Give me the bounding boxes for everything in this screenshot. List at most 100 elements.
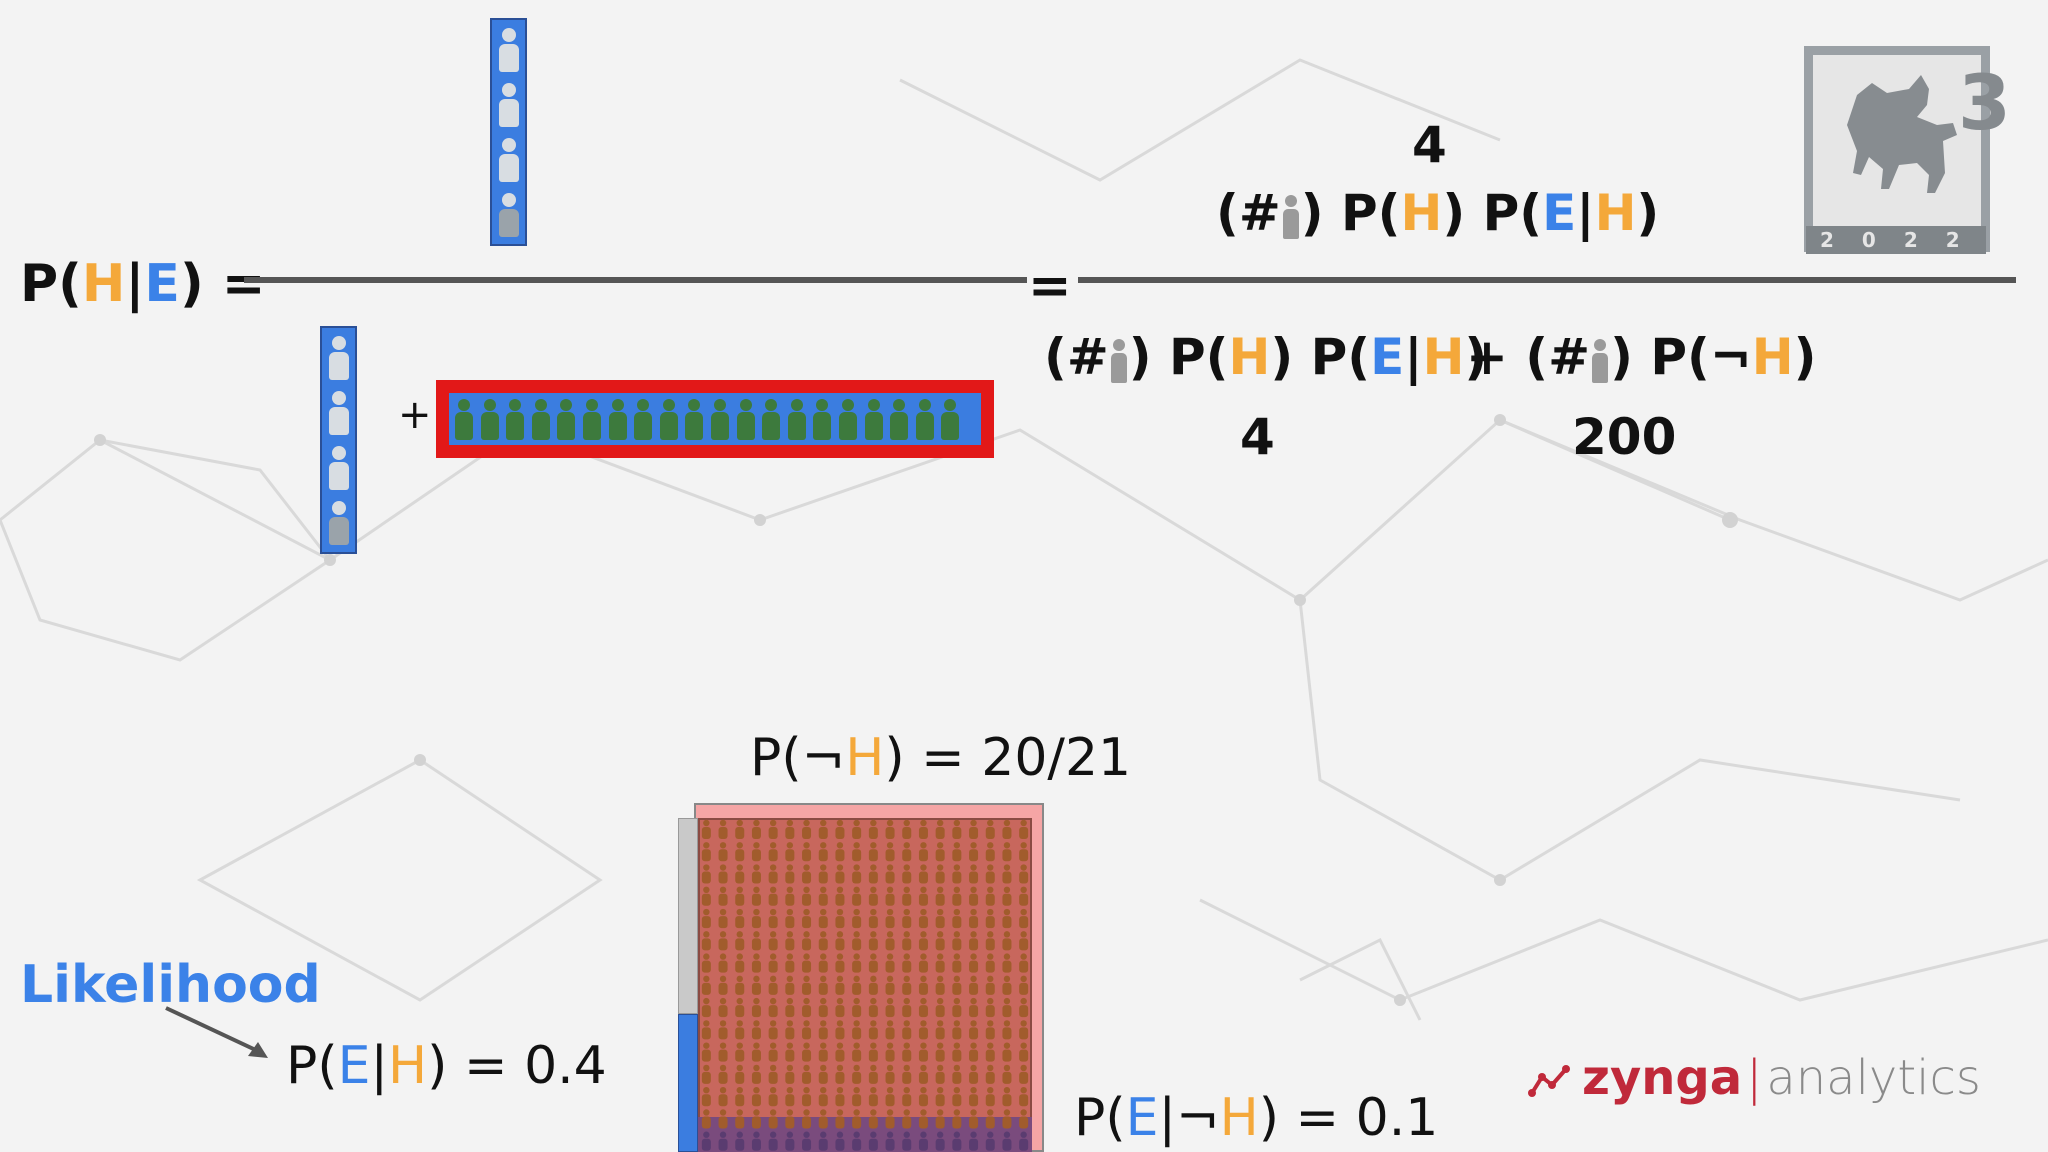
- person-icon: [1002, 1087, 1012, 1107]
- person-icon: [718, 842, 728, 862]
- likn-e: E: [1125, 1088, 1159, 1148]
- person-icon: [885, 1042, 895, 1062]
- person-icon: [718, 886, 728, 906]
- person-icon: [852, 1020, 862, 1040]
- logo-digit: 3: [1958, 58, 2011, 147]
- person-icon: [768, 975, 778, 995]
- den-close-3: ): [1464, 328, 1488, 386]
- likelihood-not-equation: P(E|¬H) = 0.1: [1074, 1088, 1438, 1148]
- person-icon: [718, 864, 728, 884]
- person-icon: [818, 1020, 828, 1040]
- person-icon: [1002, 842, 1012, 862]
- person-icon: [701, 819, 711, 839]
- person-icon: [852, 1131, 862, 1151]
- person-icon: [868, 1131, 878, 1151]
- person-icon: [885, 886, 895, 906]
- person-icon: [480, 399, 499, 440]
- person-icon: [835, 819, 845, 839]
- person-icon: [751, 1064, 761, 1084]
- person-icon: [969, 1109, 979, 1129]
- person-icon: [818, 953, 828, 973]
- person-icon: [868, 1087, 878, 1107]
- likn-h: H: [1219, 1088, 1259, 1148]
- num-e: E: [1542, 184, 1577, 242]
- person-icon: [918, 975, 928, 995]
- person-icon: [818, 842, 828, 862]
- person-icon: [1002, 1131, 1012, 1151]
- person-icon: [985, 1131, 995, 1151]
- person-icon: [583, 399, 601, 440]
- person-icon: [701, 953, 711, 973]
- den-bar: |: [1404, 328, 1423, 386]
- chart-line-icon: [1528, 1065, 1570, 1097]
- person-icon: [785, 1087, 795, 1107]
- person-icon: [718, 1131, 728, 1151]
- person-icon: [785, 1042, 795, 1062]
- person-icon: [952, 1109, 962, 1129]
- person-icon: [985, 842, 995, 862]
- person-icon: [711, 399, 729, 440]
- person-icon: [802, 1020, 812, 1040]
- person-icon: [735, 931, 745, 951]
- person-icon: [918, 819, 928, 839]
- person-icon: [751, 819, 761, 839]
- person-icon: [902, 931, 912, 951]
- denominator-left-count: 4: [1240, 408, 1275, 466]
- person-icon: [935, 1087, 945, 1107]
- person-icon: [852, 931, 862, 951]
- den2-not: ¬: [1709, 328, 1752, 386]
- hypothesis-strip: [678, 818, 698, 1014]
- person-icon: [902, 975, 912, 995]
- person-icon: [718, 1109, 728, 1129]
- person-icon: [1019, 908, 1029, 929]
- person-icon: [735, 1109, 745, 1129]
- person-icon: [985, 1109, 995, 1129]
- fraction-line-right: [1078, 277, 2016, 283]
- person-icon: [802, 886, 812, 906]
- brand-suffix: analytics: [1766, 1050, 1981, 1106]
- plus-sign: +: [398, 392, 432, 438]
- person-icon: [952, 908, 962, 929]
- person-icon: [969, 908, 979, 929]
- person-icon: [785, 1020, 795, 1040]
- person-icon: [835, 1131, 845, 1151]
- person-icon: [969, 1042, 979, 1062]
- person-icon: [902, 1131, 912, 1151]
- numerator-count: 4: [1412, 116, 1447, 174]
- person-icon: [751, 953, 761, 973]
- person-icon: [785, 842, 795, 862]
- person-icon: [868, 953, 878, 973]
- den2-h: H: [1751, 328, 1794, 386]
- person-icon: [935, 842, 945, 862]
- num-p-open: P(: [1341, 184, 1401, 242]
- person-icon: [835, 975, 845, 995]
- person-icon: [735, 975, 745, 995]
- person-icon: [935, 886, 945, 906]
- person-icon: [735, 1131, 745, 1151]
- person-icon: [952, 1020, 962, 1040]
- person-icon: [918, 953, 928, 973]
- person-icon: [751, 864, 761, 884]
- green-person-row: [449, 393, 981, 445]
- person-icon: [802, 842, 812, 862]
- person-icon: [685, 399, 704, 440]
- num-open: (#: [1216, 184, 1281, 242]
- person-icon: [935, 975, 945, 995]
- person-icon: [969, 1064, 979, 1084]
- person-icon: [952, 931, 962, 951]
- person-icon: [1002, 931, 1012, 951]
- person-icon: [818, 975, 828, 995]
- lhs-e: E: [144, 254, 180, 314]
- person-icon: [701, 886, 711, 906]
- person-icon: [915, 399, 934, 440]
- person-icon: [785, 1064, 795, 1084]
- person-icon: [718, 975, 728, 995]
- person-icon: [768, 842, 778, 862]
- person-icon: [1019, 931, 1029, 951]
- person-icon: [885, 864, 895, 884]
- person-icon: [802, 1109, 812, 1129]
- person-icon: [718, 1042, 728, 1062]
- prior-not-h: H: [845, 728, 885, 788]
- person-icon: [751, 1131, 761, 1151]
- num-close-3: ): [1636, 184, 1660, 242]
